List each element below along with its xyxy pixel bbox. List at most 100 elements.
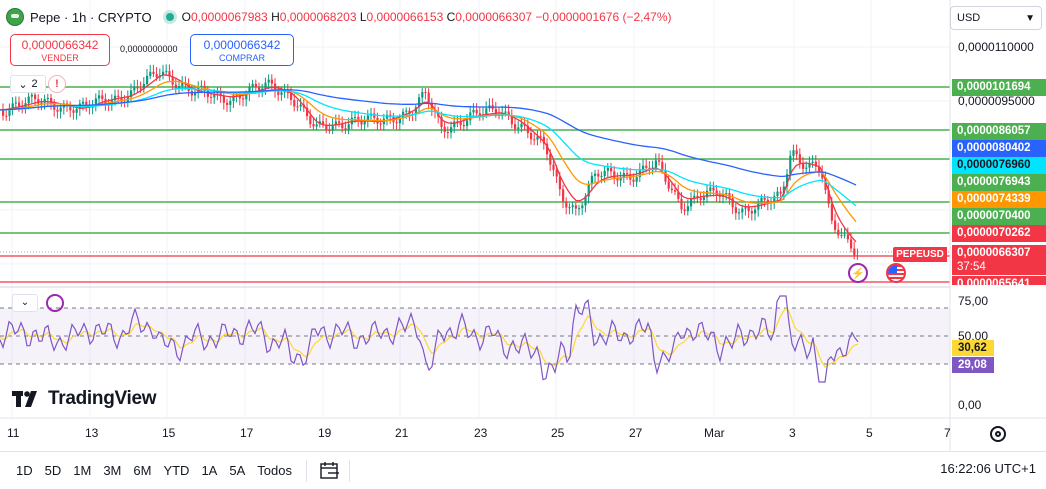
price-tag: 0,0000080402 bbox=[952, 140, 1046, 157]
candle-body bbox=[40, 102, 43, 104]
tradingview-logo[interactable]: TradingView bbox=[12, 388, 157, 410]
candle-body bbox=[315, 124, 318, 127]
candle-body bbox=[149, 71, 152, 76]
candle-body bbox=[331, 125, 334, 131]
indicators-count: 2 bbox=[31, 78, 38, 90]
alert-icon[interactable]: ! bbox=[48, 75, 66, 93]
candle-body bbox=[792, 150, 795, 156]
candle-body bbox=[690, 198, 693, 207]
sync-icon[interactable] bbox=[46, 294, 64, 312]
candle-body bbox=[424, 91, 427, 93]
candle-body bbox=[642, 165, 645, 170]
us-flag-icon[interactable] bbox=[886, 263, 906, 283]
candle-body bbox=[453, 121, 456, 128]
candle-body bbox=[363, 121, 366, 125]
candle-body bbox=[718, 195, 721, 197]
candle-body bbox=[472, 109, 475, 113]
candle-body bbox=[222, 96, 225, 103]
candle-body bbox=[334, 121, 337, 126]
calendar-range-icon[interactable] bbox=[319, 461, 341, 481]
time-tick: 7 bbox=[944, 426, 951, 440]
candle-body bbox=[21, 106, 24, 108]
candle-body bbox=[808, 162, 811, 168]
candle-body bbox=[680, 198, 683, 210]
candle-body bbox=[795, 150, 798, 155]
settings-gear-icon[interactable] bbox=[990, 426, 1006, 442]
candle-body bbox=[536, 136, 539, 140]
candle-body bbox=[325, 124, 328, 131]
timeframe-1d[interactable]: 1D bbox=[16, 463, 33, 478]
brand-name: TradingView bbox=[48, 388, 157, 409]
price-tick: 0,0000110000 bbox=[958, 40, 1034, 54]
timeframe-5d[interactable]: 5D bbox=[44, 463, 62, 478]
market-status-icon[interactable] bbox=[165, 13, 174, 21]
timeframe-all[interactable]: Todos bbox=[257, 463, 292, 478]
symbol-title[interactable]: Pepe · 1h · CRYPTO bbox=[30, 9, 152, 25]
clock-timezone[interactable]: 16:22:06 UTC+1 bbox=[940, 461, 1036, 476]
rsi-lines bbox=[0, 295, 859, 383]
ohlc-values: O0,0000067983 H0,0000068203 L0,000006615… bbox=[182, 10, 672, 24]
candle-body bbox=[114, 95, 117, 101]
candle-body bbox=[328, 130, 331, 132]
lightning-icon[interactable]: ⚡ bbox=[848, 263, 868, 283]
candle-body bbox=[248, 86, 251, 95]
candle-body bbox=[504, 111, 507, 113]
chart-canvas[interactable] bbox=[0, 0, 1046, 451]
timeframe-5a[interactable]: 5A bbox=[229, 463, 246, 478]
indicators-toggle-button[interactable]: ⌄ 2 bbox=[10, 75, 46, 93]
candle-body bbox=[814, 161, 817, 167]
candle-body bbox=[245, 94, 248, 100]
candle-body bbox=[2, 110, 5, 116]
candle-body bbox=[168, 71, 171, 77]
time-tick: 5 bbox=[866, 426, 873, 440]
candle-body bbox=[130, 90, 133, 98]
rsi-tick: 75,00 bbox=[958, 294, 989, 308]
candle-body bbox=[427, 92, 430, 103]
candle-body bbox=[139, 88, 142, 90]
rsi-ma-tag: 30,62 bbox=[952, 340, 994, 356]
candle-body bbox=[552, 164, 555, 170]
candle-body bbox=[251, 83, 254, 87]
pepe-coin-icon bbox=[6, 8, 24, 26]
candle-body bbox=[360, 121, 363, 125]
candle-body bbox=[555, 169, 558, 177]
currency-select[interactable]: USD ▼ bbox=[950, 6, 1042, 30]
timeframe-3m[interactable]: 3M bbox=[103, 463, 122, 478]
candle-body bbox=[741, 208, 744, 213]
price-tick: 0,0000095000 bbox=[958, 94, 1035, 108]
pane-collapse-button[interactable]: ⌄ bbox=[12, 294, 38, 312]
candle-body bbox=[587, 184, 590, 197]
candle-body bbox=[94, 98, 97, 105]
candle-body bbox=[347, 124, 350, 130]
timeframe-1a[interactable]: 1A bbox=[201, 463, 218, 478]
candle-body bbox=[811, 161, 814, 163]
candle-body bbox=[712, 187, 715, 191]
candle-body bbox=[72, 110, 75, 113]
buy-button[interactable]: 0,0000066342 COMPRAR bbox=[190, 34, 294, 66]
candle-body bbox=[539, 136, 542, 138]
candle-body bbox=[606, 167, 609, 171]
candle-body bbox=[235, 94, 238, 96]
current-price-tag: 0,0000066307 37:54 bbox=[952, 245, 1046, 275]
timeframe-6m[interactable]: 6M bbox=[133, 463, 152, 478]
sell-button[interactable]: 0,0000066342 VENDER bbox=[10, 34, 110, 66]
candle-body bbox=[843, 234, 846, 236]
ma-cyan-line bbox=[0, 87, 857, 207]
candle-body bbox=[146, 75, 149, 85]
candle-body bbox=[738, 212, 741, 214]
candle-body bbox=[702, 197, 705, 200]
timeframe-ytd[interactable]: YTD bbox=[163, 463, 190, 478]
price-tag: 0,0000101694 bbox=[952, 79, 1046, 96]
candle-body bbox=[766, 199, 769, 204]
candle-body bbox=[773, 196, 776, 203]
candle-body bbox=[280, 92, 283, 95]
candle-body bbox=[290, 93, 293, 100]
price-tag: 0,0000086057 bbox=[952, 123, 1046, 140]
candle-body bbox=[530, 132, 533, 140]
timeframe-1m[interactable]: 1M bbox=[73, 463, 92, 478]
candle-body bbox=[267, 79, 270, 83]
candle-body bbox=[683, 209, 686, 212]
candle-body bbox=[798, 154, 801, 164]
candle-body bbox=[514, 124, 517, 130]
candle-body bbox=[398, 117, 401, 124]
